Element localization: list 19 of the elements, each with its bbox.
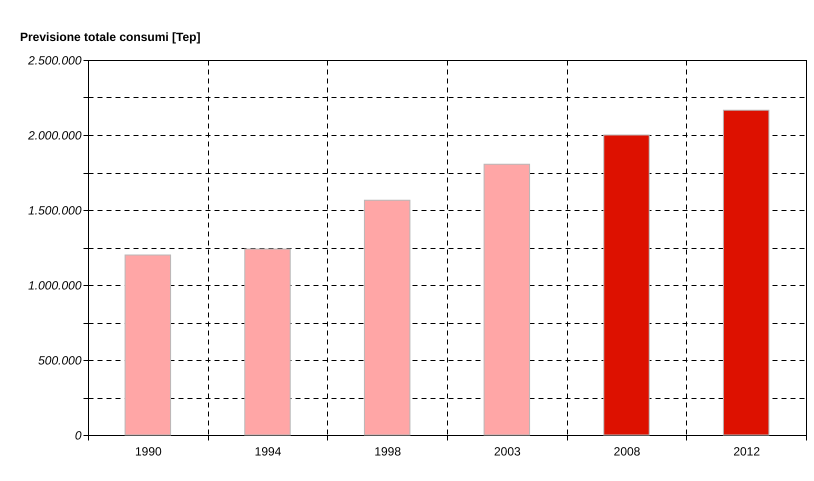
y-tick-label: 1.500.000 [28,204,82,218]
x-tick-label: 2003 [494,444,522,458]
y-tick-label: 0 [74,428,82,442]
y-tick-label: 500.000 [38,354,82,368]
bar [603,134,650,436]
x-tick-label: 1998 [374,444,402,458]
bar [244,248,291,436]
y-tick-label: 1.000.000 [28,278,82,292]
chart-title: Previsione totale consumi [Tep] [20,30,200,44]
bar [484,164,530,436]
bar [124,254,172,436]
x-tick-label: 2012 [733,444,760,458]
bar [364,200,410,436]
x-tick-label: 2008 [614,444,641,458]
x-tick-label: 1990 [134,444,162,458]
y-tick-label: 2.000.000 [27,128,82,142]
x-tick-label: 1994 [254,444,282,458]
y-tick-label: 2.500.000 [27,54,82,68]
bar [722,110,770,436]
